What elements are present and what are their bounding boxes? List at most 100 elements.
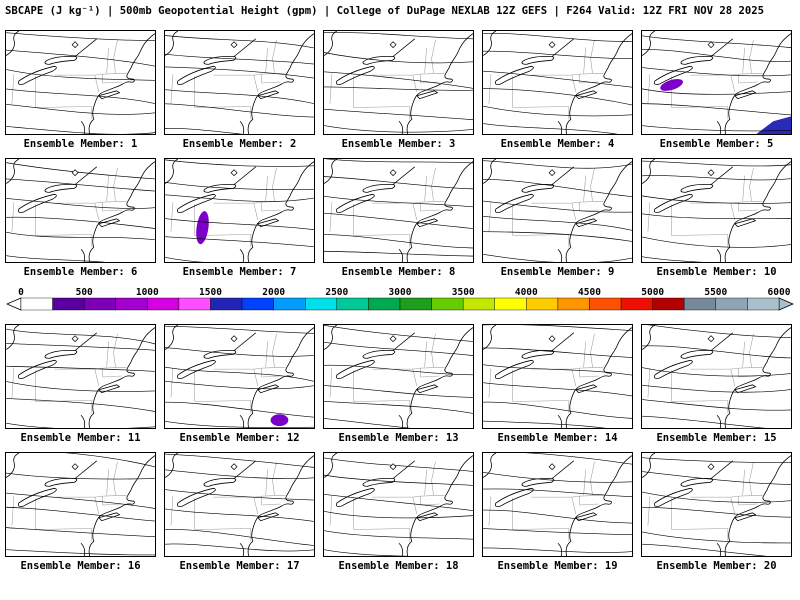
ensemble-member-label: Ensemble Member: 2: [182, 138, 297, 150]
ensemble-map: [482, 30, 633, 135]
coastline-lakes: [483, 453, 632, 556]
state-borders: [170, 167, 286, 248]
state-borders: [170, 39, 286, 120]
station-marker-icon: [389, 335, 397, 343]
ensemble-member-label: Ensemble Member: 7: [182, 266, 297, 278]
station-marker-icon: [548, 463, 556, 471]
ensemble-member-label: Ensemble Member: 4: [500, 138, 615, 150]
coastline-lakes: [165, 31, 314, 134]
ensemble-member-label: Ensemble Member: 19: [497, 560, 618, 572]
state-borders: [329, 167, 445, 248]
station-marker-icon: [707, 169, 715, 177]
height-contours: [324, 32, 473, 133]
ensemble-map: [641, 324, 792, 429]
ensemble-panel-8: Ensemble Member: 8: [323, 158, 474, 278]
height-contours: [6, 32, 155, 134]
ensemble-member-label: Ensemble Member: 11: [20, 432, 141, 444]
height-contours: [483, 453, 632, 553]
station-marker-icon: [71, 41, 79, 49]
ensemble-panel-1: Ensemble Member: 1: [5, 30, 156, 150]
svg-text:2000: 2000: [262, 287, 285, 298]
coastline-lakes: [324, 31, 473, 134]
state-borders: [488, 461, 604, 542]
ensemble-row-4: Ensemble Member: 16 Ensemble Member: 17 …: [5, 452, 795, 572]
ensemble-member-label: Ensemble Member: 10: [656, 266, 777, 278]
height-contours: [483, 160, 632, 262]
station-marker-icon: [548, 41, 556, 49]
ensemble-member-label: Ensemble Member: 12: [179, 432, 300, 444]
state-borders: [329, 461, 445, 542]
station-marker-icon: [707, 41, 715, 49]
ensemble-map: [323, 158, 474, 263]
panel-grid: Ensemble Member: 1 Ensemble Member: 2 En…: [0, 30, 800, 572]
ensemble-member-label: Ensemble Member: 8: [341, 266, 456, 278]
height-contours: [483, 325, 632, 428]
ensemble-row-1: Ensemble Member: 1 Ensemble Member: 2 En…: [5, 30, 795, 150]
station-marker-icon: [707, 463, 715, 471]
station-marker-icon: [230, 169, 238, 177]
colorbar-left-arrow: [5, 297, 22, 311]
state-borders: [488, 333, 604, 414]
coastline-lakes: [642, 325, 791, 428]
svg-text:5000: 5000: [641, 287, 664, 298]
cape-shading: [196, 211, 209, 245]
coastline-lakes: [6, 159, 155, 262]
ensemble-member-label: Ensemble Member: 9: [500, 266, 615, 278]
ensemble-panel-13: Ensemble Member: 13: [323, 324, 474, 444]
coastline-lakes: [324, 159, 473, 262]
ensemble-map: [641, 30, 792, 135]
ensemble-member-label: Ensemble Member: 14: [497, 432, 618, 444]
station-marker-icon: [389, 463, 397, 471]
ensemble-panel-17: Ensemble Member: 17: [164, 452, 315, 572]
station-marker-icon: [230, 41, 238, 49]
colorbar-svg: 0 500 1000 1500 2000 2500 3000 3500 4000 4500 5000…: [5, 287, 795, 311]
colorbar-right-arrow: [778, 297, 795, 311]
station-marker-icon: [71, 335, 79, 343]
svg-text:4000: 4000: [515, 287, 538, 298]
height-contours: [642, 35, 791, 132]
ensemble-panel-18: Ensemble Member: 18: [323, 452, 474, 572]
coastline-lakes: [165, 159, 314, 262]
state-borders: [11, 333, 127, 414]
station-marker-icon: [230, 335, 238, 343]
station-marker-icon: [71, 463, 79, 471]
ensemble-panel-14: Ensemble Member: 14: [482, 324, 633, 444]
height-contours: [324, 159, 473, 257]
station-marker-icon: [230, 463, 238, 471]
ensemble-panel-15: Ensemble Member: 15: [641, 324, 792, 444]
state-borders: [11, 167, 127, 248]
ensemble-panel-2: Ensemble Member: 2: [164, 30, 315, 150]
svg-text:3000: 3000: [389, 287, 412, 298]
ensemble-panel-7: Ensemble Member: 7: [164, 158, 315, 278]
cape-shading: [270, 414, 289, 427]
ensemble-map: [323, 30, 474, 135]
station-marker-icon: [389, 169, 397, 177]
ensemble-member-label: Ensemble Member: 1: [23, 138, 138, 150]
height-contours: [165, 325, 314, 428]
ensemble-panel-10: Ensemble Member: 10: [641, 158, 792, 278]
ensemble-member-label: Ensemble Member: 3: [341, 138, 456, 150]
state-borders: [170, 461, 286, 542]
station-marker-icon: [548, 335, 556, 343]
ensemble-member-label: Ensemble Member: 16: [20, 560, 141, 572]
height-contours: [483, 32, 632, 134]
ensemble-panel-19: Ensemble Member: 19: [482, 452, 633, 572]
title-bar: SBCAPE (J kg⁻¹) | 500mb Geopotential Hei…: [0, 0, 800, 22]
ensemble-member-label: Ensemble Member: 20: [656, 560, 777, 572]
ensemble-panel-6: Ensemble Member: 6: [5, 158, 156, 278]
ensemble-member-label: Ensemble Member: 6: [23, 266, 138, 278]
coastline-lakes: [324, 453, 473, 556]
svg-text:500: 500: [76, 287, 93, 298]
state-borders: [11, 39, 127, 120]
ensemble-member-label: Ensemble Member: 15: [656, 432, 777, 444]
weather-graphic: SBCAPE (J kg⁻¹) | 500mb Geopotential Hei…: [0, 0, 800, 572]
ensemble-map: [641, 452, 792, 557]
height-contours: [642, 325, 791, 428]
ensemble-panel-20: Ensemble Member: 20: [641, 452, 792, 572]
height-contours: [642, 457, 791, 556]
cape-shading: [660, 79, 791, 134]
height-contours: [6, 328, 155, 428]
ensemble-map: [482, 324, 633, 429]
coastline-lakes: [324, 325, 473, 428]
ensemble-panel-12: Ensemble Member: 12: [164, 324, 315, 444]
